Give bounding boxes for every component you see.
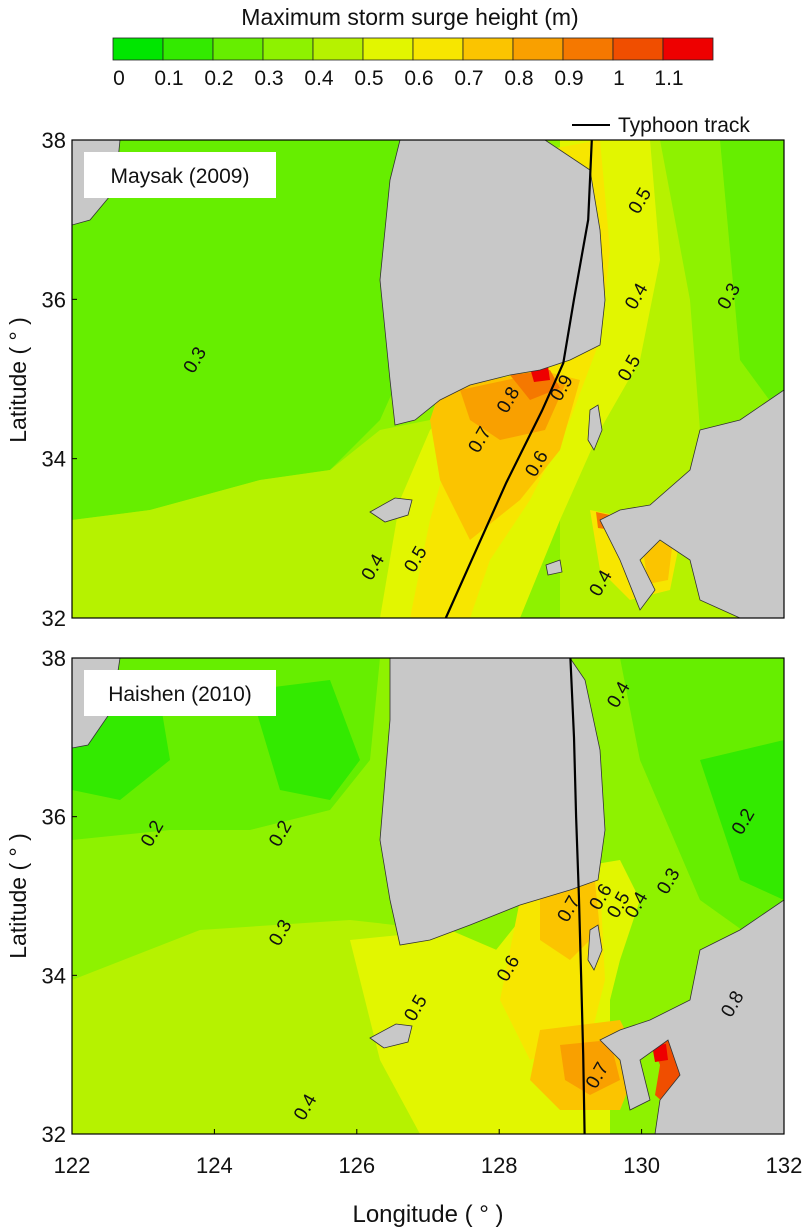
colorbar-swatch <box>162 37 214 61</box>
x-tick-label: 122 <box>54 1153 91 1178</box>
colorbar-swatch <box>312 37 364 61</box>
panel-frame-maysak <box>71 139 785 619</box>
typhoon-track-maysak <box>444 139 593 619</box>
y-tick-label: 36 <box>42 287 66 312</box>
y-tick-label: 38 <box>42 128 66 153</box>
x-tick-label: 126 <box>338 1153 375 1178</box>
typhoon-track-line <box>569 657 586 1135</box>
colorbar-tick-label: 0.6 <box>404 67 433 90</box>
jeju-island-2 <box>369 1023 413 1049</box>
colorbar-swatch <box>412 37 464 61</box>
colorbar-tick-label: 1 <box>613 67 625 90</box>
y-tick-label: 32 <box>42 1122 66 1147</box>
colorbar-tick-labels: 0 0.1 0.2 0.3 0.4 0.5 0.6 0.7 0.8 0.9 1 1.1 <box>113 67 683 90</box>
colorbar-tick-label: 0.3 <box>254 67 283 90</box>
japan-land-2 <box>599 899 784 1134</box>
panel-title-box-maysak <box>84 152 276 198</box>
x-tick-label: 130 <box>623 1153 660 1178</box>
y-tick-label: 34 <box>42 963 66 988</box>
x-tick-label: 132 <box>766 1153 803 1178</box>
colorbar-tick-label: 0.8 <box>504 67 533 90</box>
tsushima-island <box>587 404 603 451</box>
colorbar <box>112 37 714 61</box>
y-tick-label: 32 <box>42 606 66 631</box>
colorbar-tick-label: 0 <box>113 67 125 90</box>
panel-title-haishen: Haishen (2010) <box>108 683 252 706</box>
y-tick-labels-haishen: 32 34 36 38 <box>42 646 77 1147</box>
colorbar-title: Maximum storm surge height (m) <box>241 4 578 30</box>
japan-land <box>599 389 784 618</box>
colorbar-swatch <box>512 37 564 61</box>
colorbar-swatch <box>612 37 664 61</box>
colorbar-tick-label: 0.7 <box>454 67 483 90</box>
y-tick-label: 36 <box>42 805 66 830</box>
y-axis-label-haishen: Latitude ( ° ) <box>5 833 31 959</box>
y-tick-labels-maysak: 32 34 36 38 <box>42 128 77 631</box>
korea-land <box>379 140 606 426</box>
panel-title-box-haishen <box>84 670 276 716</box>
x-tick-labels: 122 124 126 128 130 132 <box>54 1129 803 1178</box>
x-axis-label: Longitude ( ° ) <box>352 1201 503 1228</box>
colorbar-tick-label: 0.4 <box>304 67 334 90</box>
map-panel-maysak: 0.30.50.4 0.30.50.8 0.90.70.60.4 0.50.4 May… <box>71 139 785 619</box>
map-panel-haishen: 0.2 0.20.40.20.30.30.40.50.60.70.60.50.70… <box>71 657 785 1135</box>
colorbar-tick-label: 1.1 <box>654 67 683 90</box>
colorbar-swatch <box>212 37 264 61</box>
colorbar-tick-label: 0.2 <box>204 67 233 90</box>
surge-field-maysak <box>72 140 784 618</box>
colorbar-swatch <box>462 37 514 61</box>
y-tick-label: 38 <box>42 646 66 671</box>
tsushima-island-2 <box>587 924 603 971</box>
x-tick-label: 124 <box>196 1153 233 1178</box>
typhoon-track-haishen <box>569 657 586 1135</box>
jeju-island <box>369 497 413 523</box>
y-tick-label: 34 <box>42 447 66 472</box>
panel-frame-haishen <box>71 657 785 1135</box>
colorbar-swatch <box>112 37 164 61</box>
typhoon-track-line <box>444 139 593 619</box>
surge-field-haishen <box>72 658 784 1134</box>
colorbar-swatch <box>262 37 314 61</box>
colorbar-tick-label: 0.5 <box>354 67 383 90</box>
colorbar-tick-label: 0.9 <box>554 67 583 90</box>
x-tick-label: 128 <box>481 1153 518 1178</box>
colorbar-tick-label: 0.1 <box>154 67 183 90</box>
colorbar-swatch <box>362 37 414 61</box>
colorbar-swatch <box>562 37 614 61</box>
gotoislands <box>545 559 563 576</box>
korea-land-2 <box>379 658 606 946</box>
colorbar-swatch <box>662 37 714 61</box>
typhoon-track-legend-label: Typhoon track <box>618 114 750 137</box>
y-axis-label-maysak: Latitude ( ° ) <box>5 317 31 443</box>
panel-title-maysak: Maysak (2009) <box>111 165 250 188</box>
